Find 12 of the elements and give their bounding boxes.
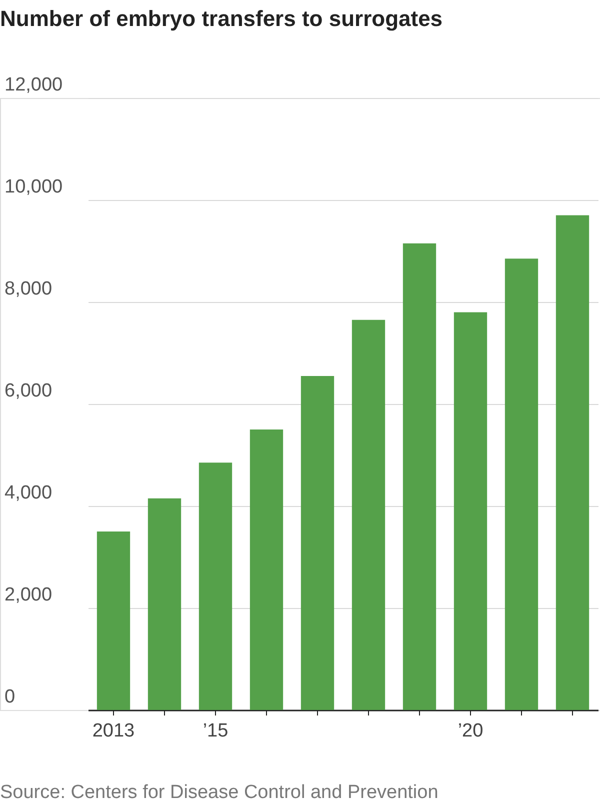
y-tick-label: 4,000 xyxy=(4,482,52,504)
source-note: Source: Centers for Disease Control and Prevention xyxy=(0,782,438,800)
y-tick-label: 12,000 xyxy=(4,74,63,96)
x-tick-label: ’20 xyxy=(458,720,484,742)
y-tick-label: 10,000 xyxy=(4,176,63,198)
x-tick-label: 2013 xyxy=(92,720,135,742)
y-tick-label: 6,000 xyxy=(4,380,52,402)
y-tick-label: 0 xyxy=(4,686,16,708)
y-tick-label: 2,000 xyxy=(4,584,52,606)
chart-title: Number of embryo transfers to surrogates xyxy=(0,6,443,31)
y-tick-label: 8,000 xyxy=(4,278,52,300)
x-tick-label: ’15 xyxy=(202,720,228,742)
